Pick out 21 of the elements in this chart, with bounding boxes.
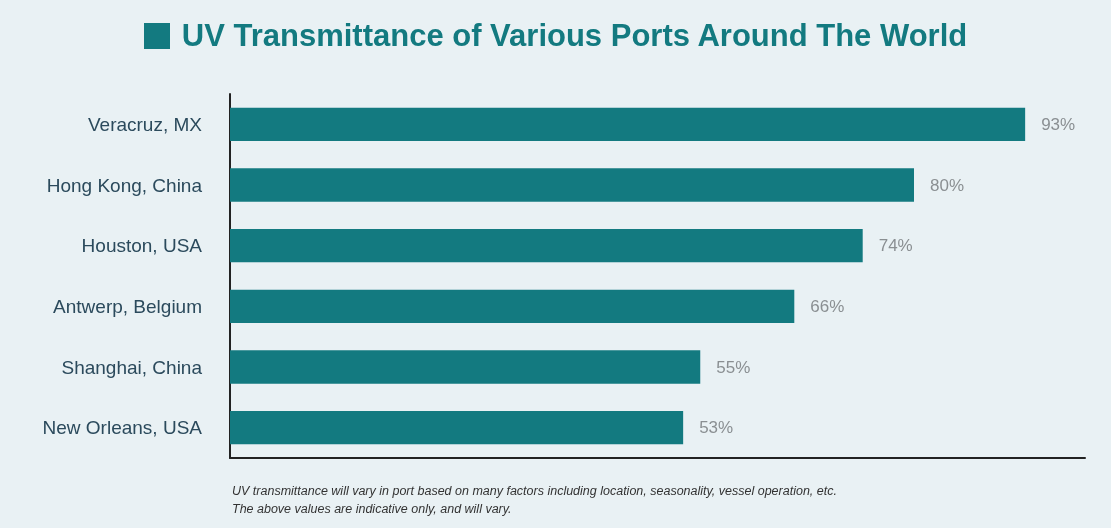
data-label: 74% (878, 236, 913, 256)
bar (230, 168, 914, 202)
bar (230, 289, 795, 324)
bar (230, 410, 684, 445)
data-label: 93% (1041, 114, 1076, 134)
y-tick-label: Antwerp, Belgium (53, 295, 202, 317)
chart-title: UV Transmittance of Various Ports Around The World (181, 18, 968, 54)
text: The above values are indicative only, and will vary. (232, 501, 513, 518)
bar (230, 350, 701, 384)
y-tick-label: Houston, USA (81, 235, 203, 257)
y-tick-label: Shanghai, China (61, 356, 203, 378)
text: UV transmittance will vary in port based on many factors including location, seasonality, vessel operation, etc. (232, 483, 837, 500)
bar (230, 107, 1026, 142)
y-tick-label: Veracruz, MX (87, 113, 203, 135)
data-label: 66% (810, 296, 845, 316)
data-label: 80% (930, 175, 965, 195)
y-tick-label: Hong Kong, China (46, 174, 203, 196)
data-label: 53% (699, 418, 734, 438)
data-label: 55% (716, 357, 751, 377)
bar (230, 228, 863, 263)
y-tick-label: New Orleans, USA (42, 417, 203, 439)
